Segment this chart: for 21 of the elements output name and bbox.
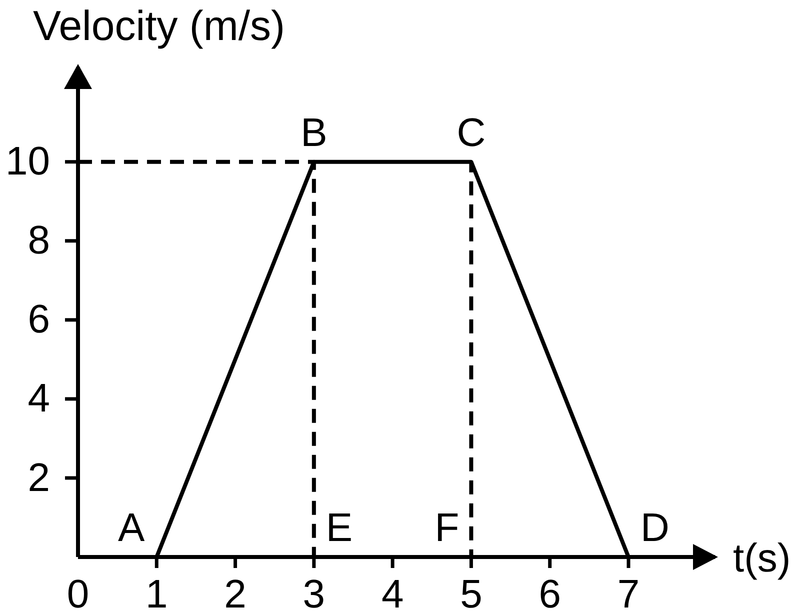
annotation: A bbox=[118, 506, 145, 550]
annotation: C bbox=[456, 110, 486, 155]
x-tick-label: 7 bbox=[617, 572, 640, 615]
x-tick-label: 1 bbox=[146, 572, 168, 615]
x-tick-label: 6 bbox=[538, 572, 561, 615]
y-tick-label: 6 bbox=[28, 298, 50, 342]
y-tick-label: 8 bbox=[28, 218, 50, 263]
annotation: F bbox=[434, 506, 460, 550]
y-tick-label: 4 bbox=[28, 376, 50, 421]
annotation: D bbox=[640, 506, 670, 550]
x-tick-label: 5 bbox=[460, 572, 482, 615]
annotation: B bbox=[300, 110, 328, 155]
y-axis-title: Velocity (m/s) bbox=[33, 2, 286, 49]
x-tick-label: 2 bbox=[224, 572, 246, 615]
x-tick-label: 3 bbox=[302, 572, 326, 615]
x-tick-label: 4 bbox=[381, 572, 404, 615]
y-tick-label: 10 bbox=[6, 140, 50, 184]
y-tick-label: 2 bbox=[28, 456, 50, 500]
annotation: E bbox=[326, 506, 353, 550]
x-axis-title: t(s) bbox=[733, 536, 791, 580]
x-tick-label: 0 bbox=[66, 572, 90, 615]
